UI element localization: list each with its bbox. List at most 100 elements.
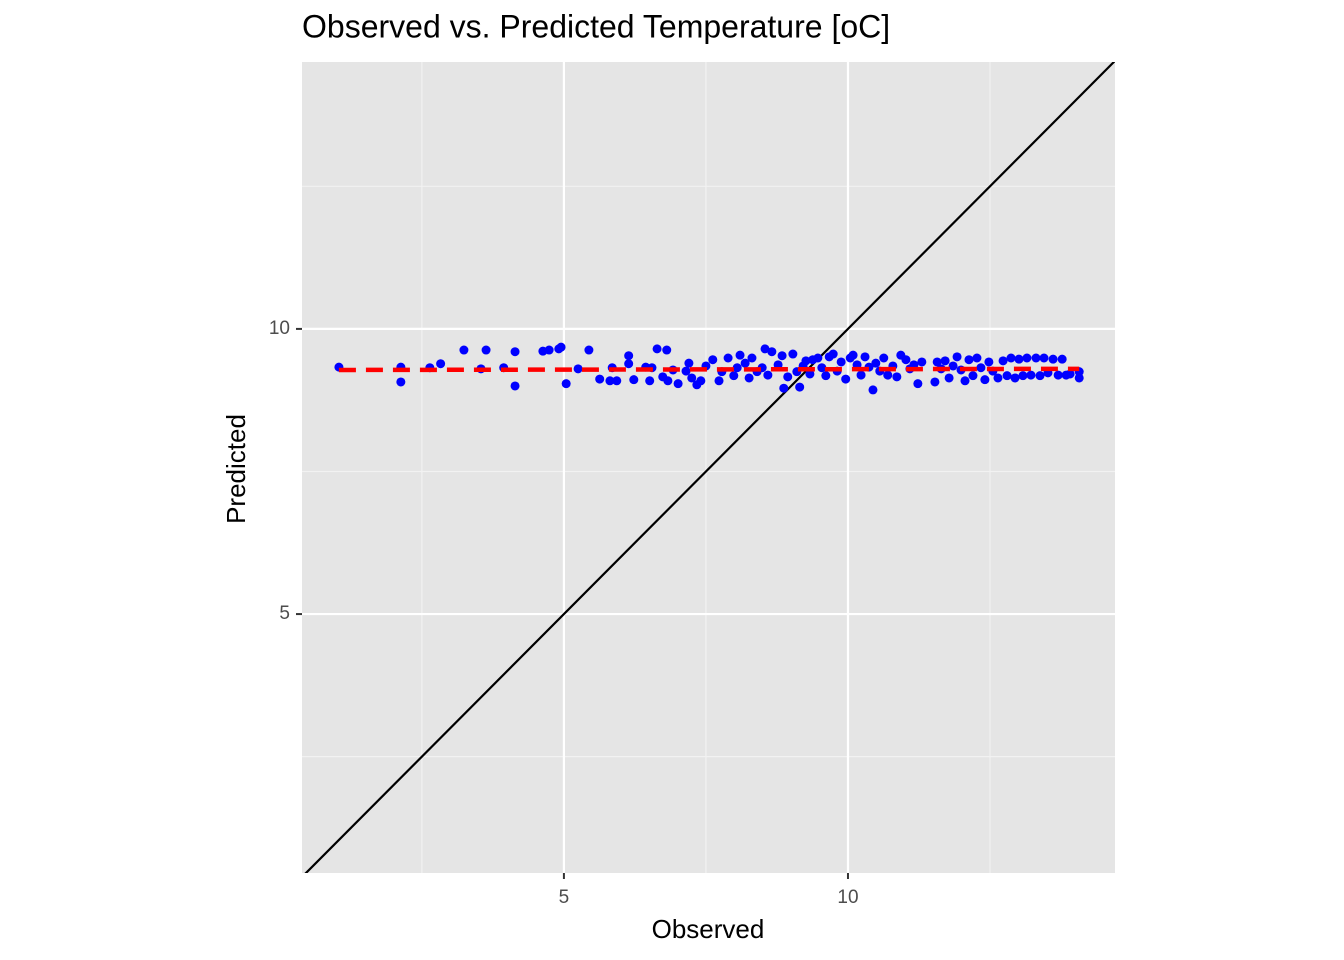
point xyxy=(561,379,571,389)
point xyxy=(767,347,777,357)
point xyxy=(510,381,520,391)
point xyxy=(848,350,858,360)
point xyxy=(663,376,673,386)
y-tick-label: 10 xyxy=(269,318,290,339)
point xyxy=(788,349,798,359)
point xyxy=(972,353,982,363)
point xyxy=(836,357,846,367)
point xyxy=(1026,370,1036,380)
point xyxy=(783,372,793,382)
point xyxy=(481,345,491,355)
point xyxy=(732,363,742,373)
axes: 5 10 5 10 xyxy=(269,318,859,908)
point xyxy=(952,352,962,362)
point xyxy=(714,376,724,386)
plot-area xyxy=(304,62,1115,873)
x-tick-label: 10 xyxy=(837,887,858,908)
point xyxy=(1035,371,1045,381)
point xyxy=(747,353,757,363)
point xyxy=(556,342,566,352)
fit-line xyxy=(338,366,1080,373)
point xyxy=(892,372,902,382)
point xyxy=(913,379,923,389)
point xyxy=(813,353,823,363)
point xyxy=(948,361,958,371)
point xyxy=(1057,354,1067,364)
point xyxy=(821,371,831,381)
point xyxy=(595,374,605,384)
point xyxy=(681,366,691,376)
point xyxy=(1018,371,1028,381)
point xyxy=(760,344,770,354)
point xyxy=(1014,354,1024,364)
point xyxy=(1006,353,1016,363)
point xyxy=(917,357,927,367)
point xyxy=(763,370,773,380)
point xyxy=(901,355,911,365)
y-tick-label: 5 xyxy=(279,603,290,624)
point xyxy=(968,371,978,381)
point xyxy=(708,355,718,365)
point xyxy=(1031,353,1041,363)
point xyxy=(1002,371,1012,381)
point xyxy=(729,371,739,381)
point xyxy=(883,370,893,380)
point xyxy=(805,369,815,379)
point xyxy=(436,359,446,369)
point xyxy=(662,345,672,355)
point xyxy=(964,355,974,365)
point xyxy=(696,376,706,386)
point xyxy=(828,349,838,359)
point xyxy=(998,356,1008,366)
point xyxy=(856,370,866,380)
point xyxy=(871,358,881,368)
point xyxy=(932,357,942,367)
point xyxy=(1022,353,1032,363)
point xyxy=(684,358,694,368)
point xyxy=(817,363,827,373)
point xyxy=(984,357,994,367)
x-axis-label: Observed xyxy=(652,914,765,944)
point xyxy=(396,377,406,387)
point xyxy=(459,345,469,355)
point xyxy=(1053,370,1063,380)
point xyxy=(740,358,750,368)
point xyxy=(795,382,805,392)
chart-title: Observed vs. Predicted Temperature [oC] xyxy=(302,8,890,44)
reference-line xyxy=(304,62,1115,873)
point xyxy=(841,374,851,384)
point xyxy=(1074,373,1084,383)
point xyxy=(510,347,520,357)
point xyxy=(687,373,697,383)
point xyxy=(801,356,811,366)
point xyxy=(960,376,970,386)
point xyxy=(605,376,615,386)
point xyxy=(744,373,754,383)
point xyxy=(1010,373,1020,383)
point xyxy=(879,353,889,363)
point xyxy=(573,364,583,374)
point xyxy=(612,376,622,386)
point xyxy=(944,373,954,383)
x-tick-label: 5 xyxy=(559,887,570,908)
point xyxy=(993,373,1003,383)
point xyxy=(1048,354,1058,364)
point xyxy=(860,352,870,362)
point xyxy=(779,383,789,393)
point xyxy=(735,350,745,360)
point xyxy=(980,375,990,385)
y-axis-label: Predicted xyxy=(221,414,251,524)
point xyxy=(1065,369,1075,379)
point xyxy=(584,345,594,355)
point xyxy=(544,345,554,355)
point xyxy=(1039,353,1049,363)
point xyxy=(723,353,733,363)
point xyxy=(673,379,683,389)
point xyxy=(652,344,662,354)
point xyxy=(624,359,634,369)
point xyxy=(940,356,950,366)
point xyxy=(624,351,634,361)
point xyxy=(629,375,639,385)
point xyxy=(777,351,787,361)
